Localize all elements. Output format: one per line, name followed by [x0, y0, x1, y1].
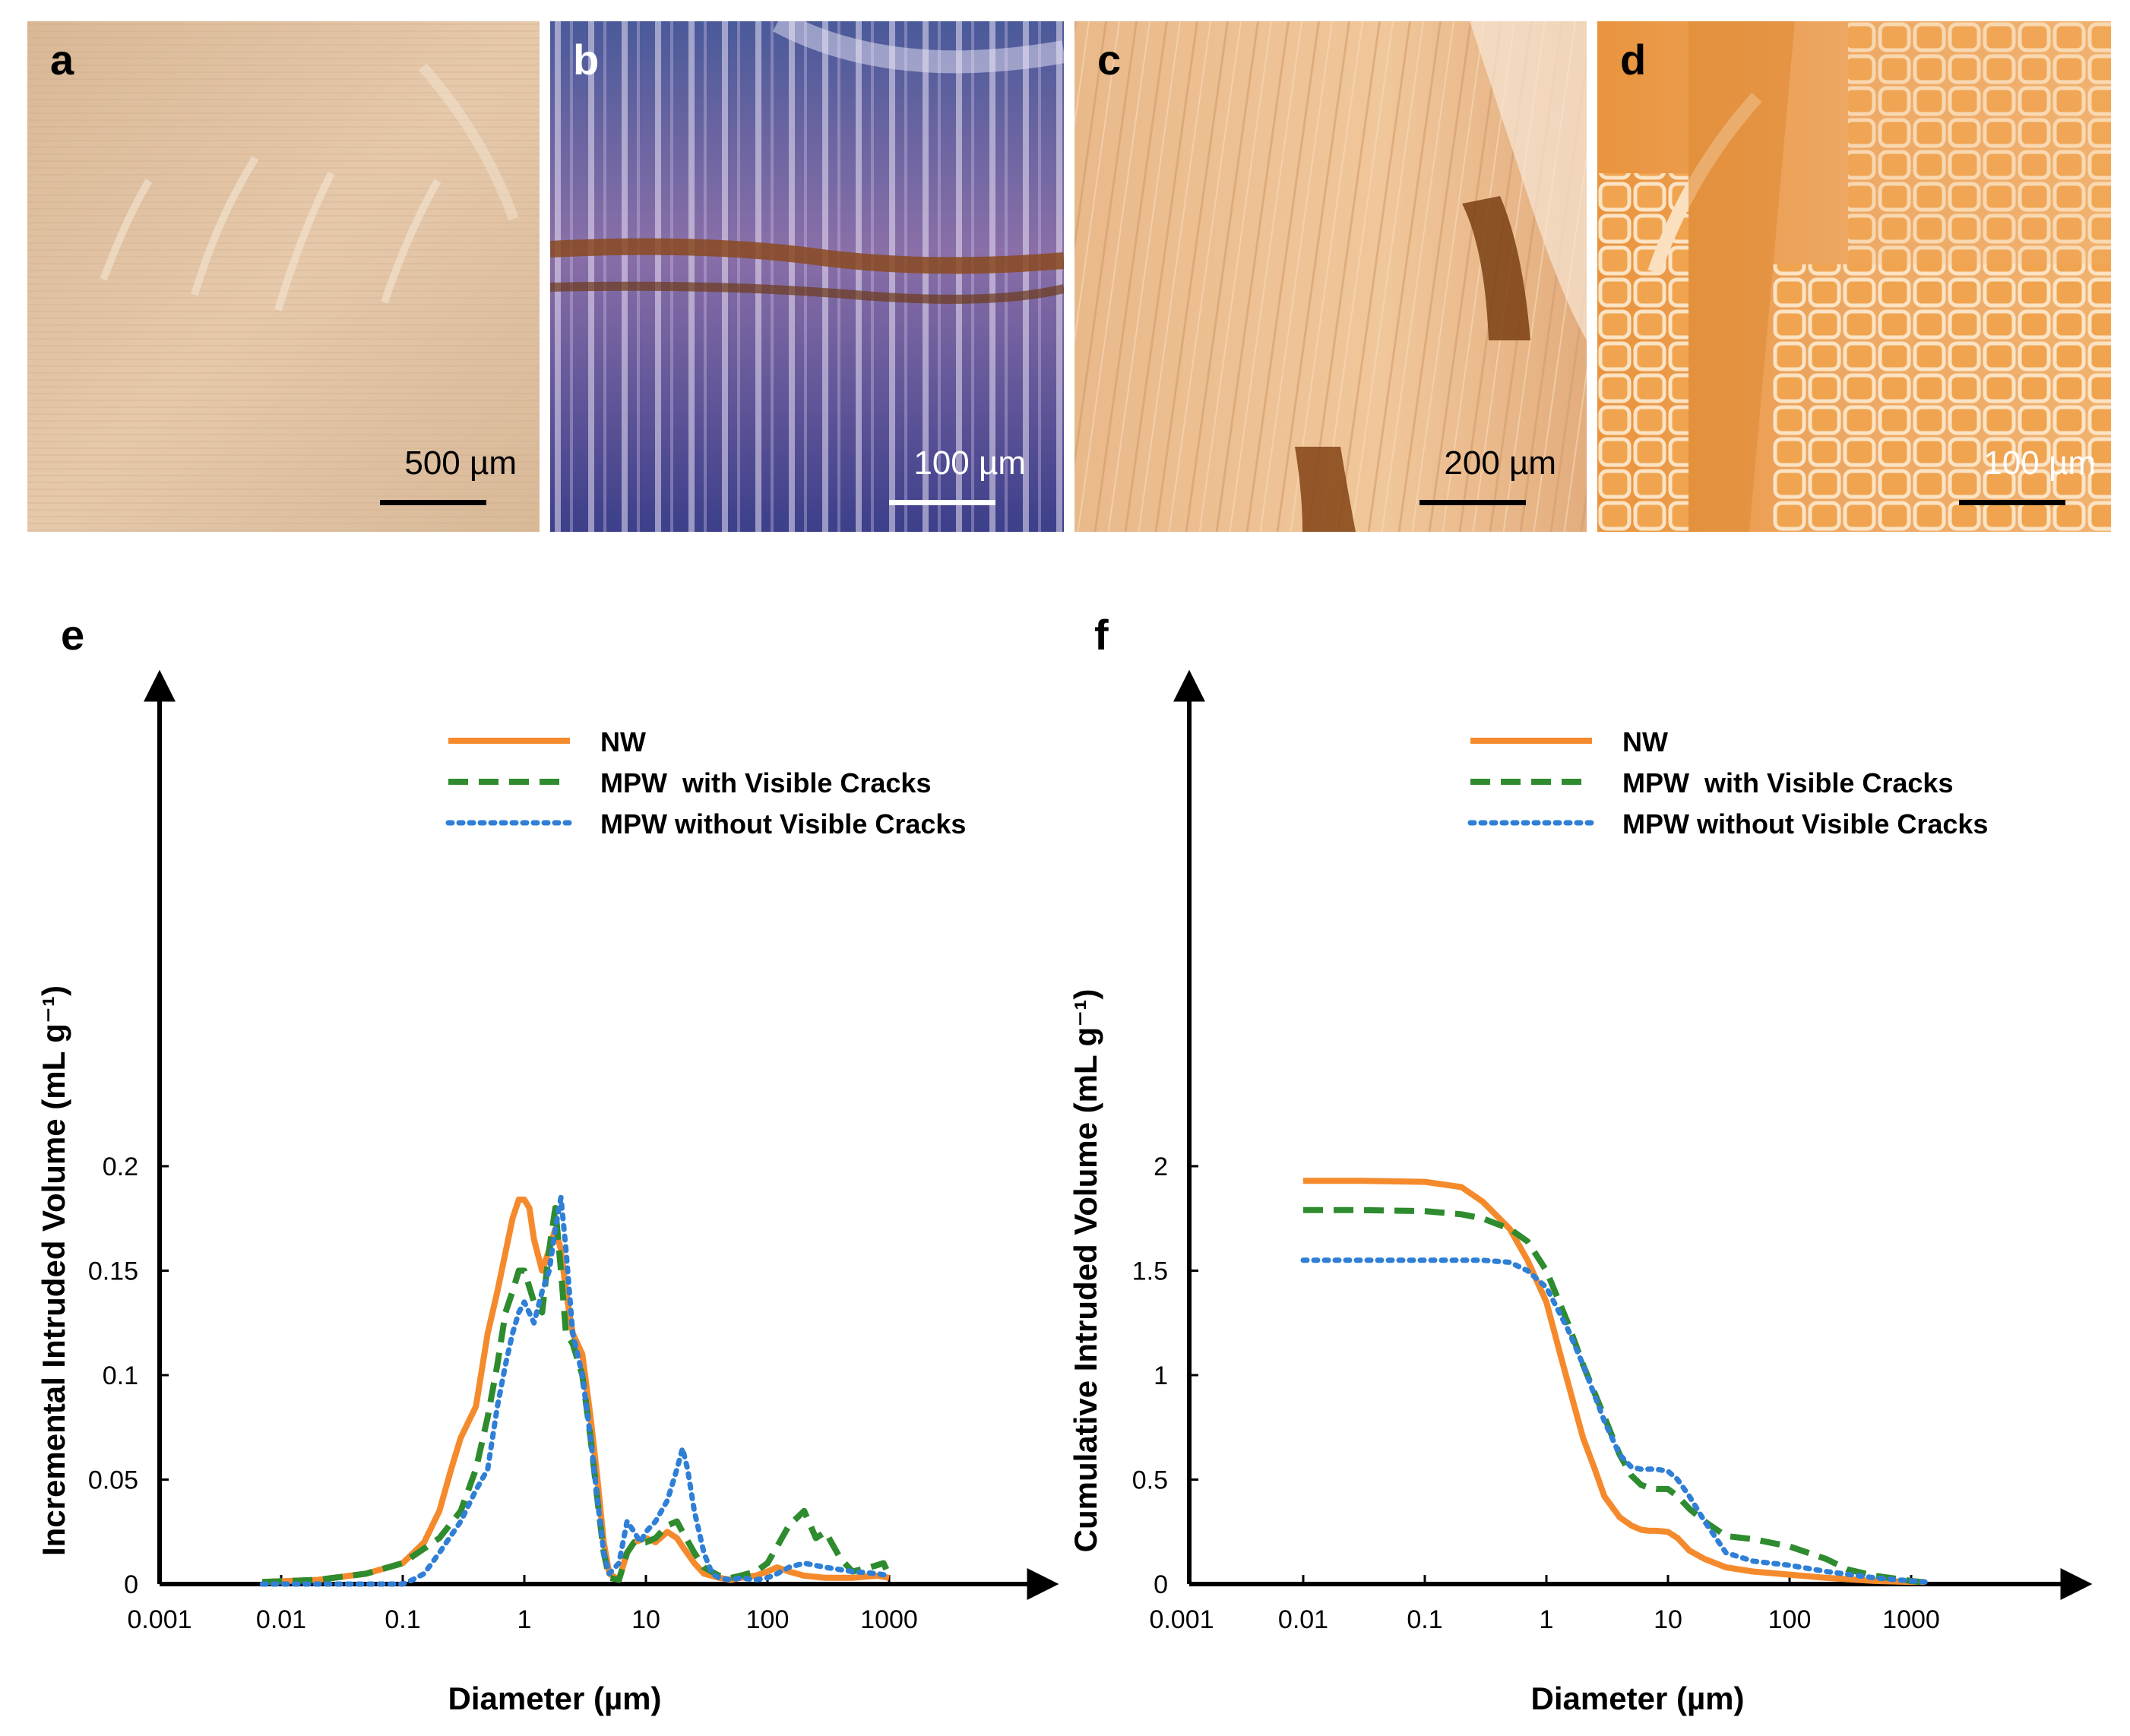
series-line-3 — [259, 1194, 892, 1587]
series-line-2 — [1303, 1206, 1922, 1586]
legend-label-1: NW — [600, 726, 646, 757]
scale-line-d — [1959, 500, 2065, 505]
scale-text-d: 100 µm — [1983, 444, 2096, 482]
x-axis-label: Diameter (µm) — [448, 1681, 662, 1716]
scale-text-a: 500 µm — [404, 444, 517, 482]
panel-label-f: f — [1094, 611, 1109, 659]
chart-f: f 0.001 0.01 0.1 1 10 100 1000 0 0.5 1 1.5 2 Diameter… — [1068, 611, 2093, 1716]
micrograph-panel-c: c 200 µm — [1074, 21, 1587, 532]
x-tick-label: 0.01 — [256, 1605, 306, 1634]
y-tick-label: 0.05 — [88, 1466, 138, 1495]
legend-label-2: MPW with Visible Cracks — [1622, 767, 1953, 798]
micrograph-b-image — [550, 21, 1064, 532]
x-tick-label: 1000 — [860, 1605, 918, 1634]
y-tick-label: 2 — [1154, 1153, 1168, 1181]
panel-label-b: b — [573, 36, 600, 84]
x-tick-label: 100 — [1768, 1605, 1812, 1634]
x-tick-label: 0.001 — [1149, 1605, 1214, 1634]
scale-text-b: 100 µm — [913, 444, 1026, 482]
scale-line-b — [889, 500, 995, 505]
x-tick-label: 0.01 — [1278, 1605, 1328, 1634]
x-tick-label: 10 — [631, 1605, 660, 1634]
y-tick-label: 0.2 — [103, 1153, 138, 1181]
panel-label-e: e — [61, 611, 84, 659]
micrograph-d-image — [1597, 21, 2111, 532]
panel-label-d: d — [1620, 36, 1647, 84]
x-tick-label: 100 — [746, 1605, 790, 1634]
scale-text-c: 200 µm — [1444, 444, 1556, 482]
charts-area: e0.001 0.01 0.1 1 10 100 100000.050.10.150.2Di… — [36, 611, 2093, 1716]
y-axis-label: Cumulative Intruded Volume (mL g⁻¹) — [1068, 989, 1103, 1553]
x-tick-label: 0.1 — [1407, 1605, 1442, 1634]
x-tick-label: 1 — [517, 1605, 532, 1634]
x-tick-label: 10 — [1654, 1605, 1682, 1634]
legend-label-1: NW — [1622, 726, 1668, 757]
panel-label-a: a — [50, 36, 74, 84]
scale-line-a — [380, 500, 486, 505]
y-tick-label: 0 — [1154, 1570, 1168, 1599]
micrograph-panel-b: b 100 µm — [550, 21, 1064, 532]
y-axis-label: Incremental Intruded Volume (mL g⁻¹) — [36, 985, 71, 1556]
legend-label-2: MPW with Visible Cracks — [600, 767, 931, 798]
y-tick-label: 0.5 — [1132, 1466, 1168, 1495]
x-tick-label: 0.1 — [385, 1605, 420, 1634]
legend-label-3: MPW without Visible Cracks — [1622, 808, 1988, 840]
series-line-3 — [1300, 1257, 1928, 1585]
series-line-1 — [1303, 1178, 1926, 1586]
series-line-2 — [262, 1205, 892, 1586]
y-tick-label: 0.1 — [103, 1361, 138, 1390]
y-tick-label: 1.5 — [1132, 1257, 1168, 1286]
x-tick-label: 0.001 — [127, 1605, 191, 1634]
series-line-1 — [262, 1197, 890, 1586]
y-tick-label: 0 — [124, 1570, 138, 1599]
legend-label-3: MPW without Visible Cracks — [600, 808, 966, 840]
x-axis-label: Diameter (µm) — [1531, 1681, 1745, 1716]
x-tick-label: 1000 — [1882, 1605, 1940, 1634]
micrograph-panel-d: d 100 µm — [1597, 21, 2111, 532]
micrograph-a-image — [27, 21, 540, 532]
chart-e: e 0.001 0.01 0.1 1 10 100 1000 0 0.05 0.1 0.15 0.2 Di… — [36, 611, 1059, 1716]
y-tick-label: 0.15 — [88, 1257, 138, 1286]
panel-label-c: c — [1097, 36, 1122, 84]
x-tick-label: 1 — [1540, 1605, 1554, 1634]
micrograph-panel-a: a 500 µm — [27, 21, 540, 532]
y-tick-label: 1 — [1154, 1361, 1168, 1390]
scale-line-c — [1419, 500, 1526, 505]
micrograph-c-image — [1074, 21, 1587, 532]
